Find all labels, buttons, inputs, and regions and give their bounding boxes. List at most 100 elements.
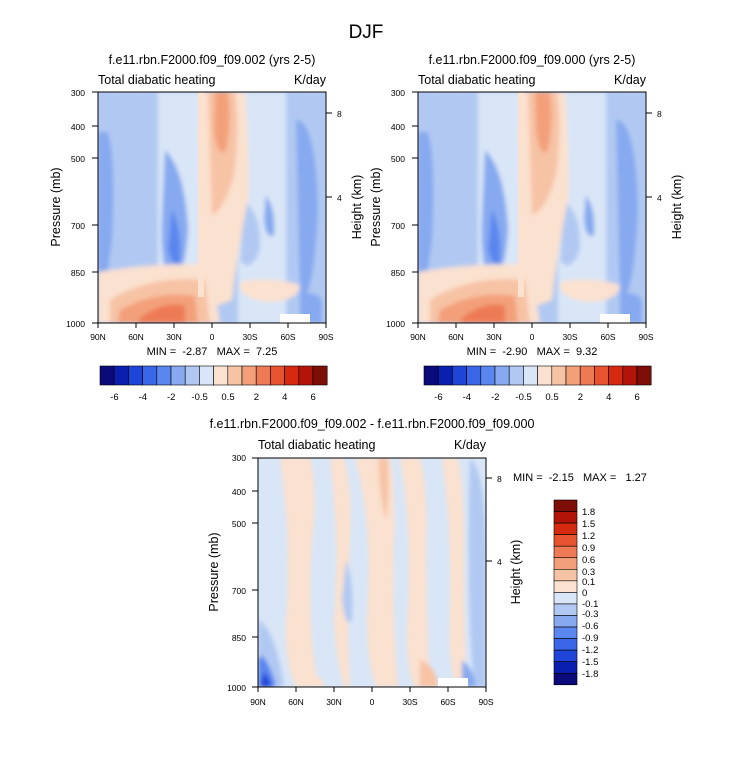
panel-diff-title: f.e11.rbn.F2000.f09_f09.002 - f.e11.rbn.… bbox=[210, 417, 535, 431]
panel-1: f.e11.rbn.F2000.f09_f09.002 (yrs 2-5) To… bbox=[49, 53, 364, 403]
panel-2-colorbar-swatch bbox=[551, 365, 567, 386]
panel-1-colorbar-swatch bbox=[241, 365, 257, 386]
panel-2-colorbar-swatch bbox=[508, 365, 524, 386]
panel-diff-height-tick: 8 bbox=[497, 474, 502, 484]
panel-2-ytick: 400 bbox=[391, 122, 405, 132]
panel-1-colorbar-swatch bbox=[113, 365, 129, 386]
panel-diff-xtick: 90N bbox=[250, 697, 266, 707]
panel-diff-colorbar-label: -1.2 bbox=[582, 645, 598, 656]
panel-2-colorbar-label: 0.5 bbox=[545, 392, 558, 403]
panel-1-colorbar-swatch bbox=[227, 365, 243, 386]
panel-2-colorbar-swatch bbox=[579, 365, 595, 386]
panel-diff-colorbar-label: 0.1 bbox=[582, 577, 595, 588]
panel-1-colorbar-swatch bbox=[99, 365, 115, 386]
panel-1-ytick: 500 bbox=[71, 154, 85, 164]
panel-diff-xtick: 30S bbox=[402, 697, 417, 707]
panel-diff-colorbar-label: -1.5 bbox=[582, 657, 598, 668]
panel-2-colorbar-label: -6 bbox=[434, 392, 442, 403]
panel-diff-xtick: 0 bbox=[370, 697, 375, 707]
panel-diff-xtick: 60S bbox=[440, 697, 455, 707]
panel-2-colorbar-label: -0.5 bbox=[515, 392, 531, 403]
panel-diff-ytick: 700 bbox=[232, 586, 246, 596]
panel-1-title: f.e11.rbn.F2000.f09_f09.002 (yrs 2-5) bbox=[109, 53, 316, 67]
panel-1-plot bbox=[98, 92, 326, 323]
panel-1-colorbar-swatch bbox=[199, 365, 214, 386]
panel-1-colorbar-swatch bbox=[128, 365, 143, 386]
panel-1-colorbar-swatch bbox=[298, 365, 314, 386]
panel-2-ytick: 1000 bbox=[386, 319, 405, 329]
panel-1-height-tick: 8 bbox=[337, 109, 342, 119]
panel-diff-colorbar-label: 1.5 bbox=[582, 519, 595, 530]
panel-diff-colorbar-label: -0.6 bbox=[582, 621, 598, 632]
panel-2-left-label: Total diabatic heating bbox=[418, 73, 535, 87]
panel-1-colorbar-swatch bbox=[213, 365, 229, 386]
panel-2-colorbar-swatch bbox=[480, 365, 496, 386]
panel-2-xtick: 90S bbox=[638, 332, 653, 342]
panel-2-plot bbox=[418, 92, 646, 323]
panel-1-ylabel: Pressure (mb) bbox=[49, 167, 63, 246]
panel-diff-colorbar-swatch bbox=[553, 568, 578, 582]
panel-diff-ytick: 500 bbox=[232, 519, 246, 529]
panel-diff-colorbar-swatch bbox=[553, 626, 578, 639]
panel-2-colorbar-swatch bbox=[452, 365, 467, 386]
panel-1-xtick: 60N bbox=[128, 332, 144, 342]
panel-2-colorbar-label: 4 bbox=[606, 392, 611, 403]
panel-1-units: K/day bbox=[294, 73, 327, 87]
panel-1-colorbar-swatch bbox=[284, 365, 300, 386]
panel-2-colorbar-swatch bbox=[622, 365, 638, 386]
panel-1-xtick: 30N bbox=[166, 332, 182, 342]
panel-diff-colorbar-swatch bbox=[553, 522, 578, 535]
panel-1-colorbar-label: -6 bbox=[110, 392, 118, 403]
panel-2-units: K/day bbox=[614, 73, 647, 87]
panel-diff-y-axis: 300 400 500 700 850 1000 Pressure (mb) bbox=[207, 453, 258, 693]
panel-1-ytick: 700 bbox=[71, 221, 85, 231]
panel-2-colorbar-swatch bbox=[494, 365, 510, 386]
panel-diff-right-axis: 8 4 Height (km) bbox=[486, 474, 523, 604]
panel-1-colorbar-swatch bbox=[156, 365, 172, 386]
panel-diff-ytick: 400 bbox=[232, 487, 246, 497]
panel-2-colorbar: -6 -4 -2 -0.5 0.5 2 4 6 bbox=[423, 365, 652, 403]
panel-1-xtick: 90N bbox=[90, 332, 106, 342]
figure-title: DJF bbox=[349, 22, 384, 43]
panel-1-colorbar-swatch bbox=[170, 365, 186, 386]
panel-diff-colorbar-swatch bbox=[553, 557, 578, 570]
panel-1-ytick: 300 bbox=[71, 88, 85, 98]
panel-1-colorbar-swatch bbox=[270, 365, 285, 386]
panel-diff-minmax: MIN = -2.15 MAX = 1.27 bbox=[513, 472, 647, 484]
panel-diff-colorbar-label: -1.8 bbox=[582, 669, 598, 680]
panel-2-colorbar-swatch bbox=[523, 365, 538, 386]
panel-2-colorbar-swatch bbox=[437, 365, 453, 386]
panel-diff-colorbar-swatch bbox=[553, 649, 578, 663]
panel-1-x-axis: 90N 60N 30N 0 30S 60S 90S bbox=[90, 323, 334, 342]
panel-2-height-tick: 4 bbox=[657, 193, 662, 203]
panel-1-right-axis: 8 4 Height (km) bbox=[326, 109, 364, 239]
panel-diff-colorbar-swatch bbox=[553, 534, 578, 547]
panel-diff-colorbar-swatch bbox=[553, 615, 578, 628]
panel-2-colorbar-swatch bbox=[423, 365, 439, 386]
panel-2-y-axis: 300 400 500 700 850 1000 Pressure (mb) bbox=[369, 88, 418, 329]
panel-diff-units: K/day bbox=[454, 438, 487, 452]
panel-diff-colorbar-label: 0.6 bbox=[582, 555, 595, 566]
panel-diff-left-label: Total diabatic heating bbox=[258, 438, 375, 452]
panel-1-colorbar-label: 0.5 bbox=[221, 392, 234, 403]
panel-diff-colorbar-swatch bbox=[553, 661, 578, 674]
panel-diff-ylabel-right: Height (km) bbox=[509, 540, 523, 605]
panel-diff-colorbar-swatch bbox=[553, 603, 578, 616]
panel-diff-colorbar-label: -0.9 bbox=[582, 633, 598, 644]
panel-1-colorbar-label: 2 bbox=[254, 392, 259, 403]
panel-2-colorbar-swatch bbox=[466, 365, 482, 386]
panel-1-colorbar-label: -4 bbox=[139, 392, 147, 403]
panel-diff-colorbar-swatch bbox=[553, 638, 578, 651]
panel-2-xtick: 30S bbox=[562, 332, 577, 342]
panel-2-ytick: 300 bbox=[391, 88, 405, 98]
panel-diff-x-axis: 90N 60N 30N 0 30S 60S 90S bbox=[250, 687, 494, 707]
panel-diff-colorbar-swatch bbox=[553, 580, 578, 593]
panel-diff-colorbar-label: 0.9 bbox=[582, 543, 595, 554]
panel-2-xtick: 60S bbox=[600, 332, 615, 342]
panel-1-ytick: 850 bbox=[71, 268, 85, 278]
panel-diff-colorbar-label: -0.3 bbox=[582, 609, 598, 620]
panel-diff-colorbar-swatch bbox=[553, 499, 578, 512]
panel-diff-ylabel: Pressure (mb) bbox=[207, 532, 221, 611]
panel-2-xtick: 90N bbox=[410, 332, 426, 342]
panel-2-colorbar-label: -2 bbox=[491, 392, 499, 403]
